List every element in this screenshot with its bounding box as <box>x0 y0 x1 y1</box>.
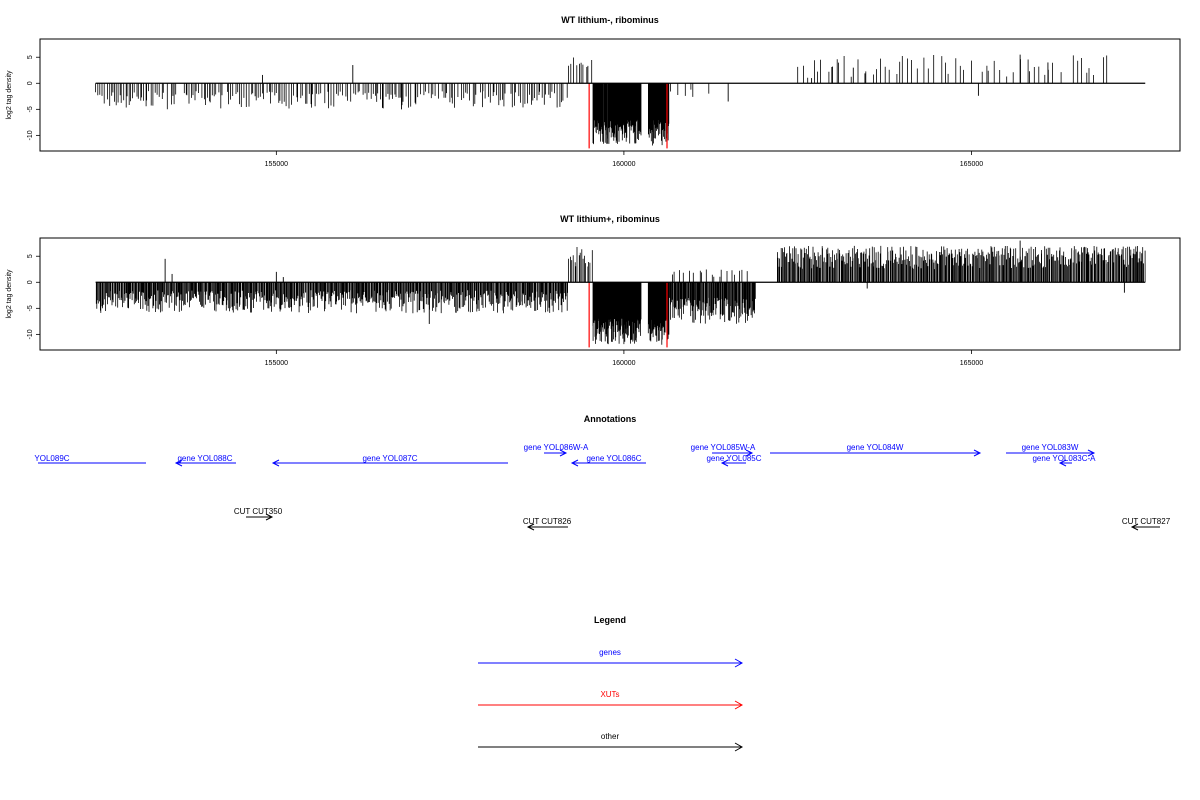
gene-feature: gene YOL087C <box>271 454 508 467</box>
x-tick-label: 155000 <box>265 161 288 168</box>
legend-label: other <box>601 732 620 741</box>
density-bars <box>95 83 568 110</box>
arrow-head-right-icon <box>734 742 744 752</box>
x-tick-label: 155000 <box>265 161 288 168</box>
gene-feature: gene YOL086W-A <box>524 443 589 457</box>
chart-title: WT lithium-, ribominus <box>561 15 659 25</box>
feature-label: CUT CUT350 <box>234 507 283 516</box>
arrow-head-right-icon <box>973 449 982 457</box>
gene-label: gene YOL086C <box>586 454 641 463</box>
arrow-head-left-icon <box>720 459 729 467</box>
arrow-head-right-icon <box>559 449 568 457</box>
gene-label: gene YOL087C <box>362 454 417 463</box>
legend: Legend genes XUTs other <box>478 615 744 752</box>
arrow-head-left-icon <box>526 523 535 531</box>
axes-group: 155000 160000 165000 5 0 -5 -10 <box>27 254 983 367</box>
gene-feature: YOL089C <box>34 454 146 464</box>
feature-label: CUT CUT826 <box>523 517 572 526</box>
arrow-head-left-icon <box>1058 459 1067 467</box>
density-bars <box>669 282 756 324</box>
gene-feature: gene YOL085C <box>706 454 762 467</box>
density-bars <box>777 245 1146 283</box>
plot-frame <box>39 38 1181 152</box>
chart-panel-lithium-plus: WT lithium+, ribominus log2 tag density … <box>6 214 1181 367</box>
gene-feature: gene YOL083C-A <box>1032 454 1096 467</box>
y-tick-label: 5 <box>27 55 34 59</box>
gene-label: YOL089C <box>34 454 69 463</box>
density-bars <box>568 247 593 283</box>
y-tick-label: -10 <box>27 329 34 339</box>
arrow-head-left-icon <box>570 459 579 467</box>
other-feature: CUT CUT826 <box>523 517 572 531</box>
bars-group <box>95 54 1146 149</box>
x-tick-label: 160000 <box>612 161 635 168</box>
gene-label: gene YOL085C <box>706 454 761 463</box>
density-bars <box>647 282 670 345</box>
arrow-head-right-icon <box>1087 449 1096 457</box>
legend-item-other: other <box>478 732 744 752</box>
y-tick-label: -10 <box>27 130 34 140</box>
arrow-head-right-icon <box>745 449 754 457</box>
x-tick-label: 165000 <box>960 161 983 168</box>
density-bars <box>592 83 642 145</box>
other-feature: CUT CUT350 <box>234 507 283 521</box>
y-tick-label: -5 <box>27 106 34 112</box>
chart-title: WT lithium+, ribominus <box>560 214 660 224</box>
annotations-title: Annotations <box>584 414 637 424</box>
legend-label: genes <box>599 648 621 657</box>
density-bars <box>592 282 642 345</box>
arrow-head-left-icon <box>271 459 280 467</box>
y-tick-label: -5 <box>27 305 34 311</box>
gene-label: gene YOL083W <box>1022 443 1079 452</box>
y-tick-label: 0 <box>27 280 34 284</box>
arrow-head-left-icon <box>1130 523 1139 531</box>
y-tick-label: 5 <box>27 254 34 258</box>
arrow-head-left-icon <box>174 459 183 467</box>
y-tick-label: 0 <box>27 81 34 85</box>
density-bars <box>648 83 670 146</box>
legend-label: XUTs <box>600 690 619 699</box>
gene-feature: gene YOL085W-A <box>691 443 756 457</box>
axes-group: 155000 160000 165000 5 0 -5 -10 <box>27 55 983 168</box>
other-feature: CUT CUT827 <box>1122 517 1171 531</box>
gene-label: gene YOL086W-A <box>524 443 589 452</box>
arrow-head-right-icon <box>734 700 744 710</box>
gene-label: gene YOL085W-A <box>691 443 756 452</box>
x-tick-label: 160000 <box>612 360 635 367</box>
legend-item-genes: genes <box>478 648 744 668</box>
legend-title: Legend <box>594 615 626 625</box>
gene-feature: gene YOL083W <box>1006 443 1096 457</box>
gene-feature: gene YOL088C <box>174 454 236 467</box>
density-bars <box>568 57 593 84</box>
y-axis-label: log2 tag density <box>6 269 13 319</box>
legend-item-xuts: XUTs <box>478 690 744 710</box>
density-bars <box>797 55 1108 84</box>
y-axis-label: log2 tag density <box>6 70 13 120</box>
density-bars <box>672 269 748 283</box>
x-tick-label: 155000 <box>265 360 288 367</box>
x-tick-label: 165000 <box>960 161 983 168</box>
gene-label: gene YOL084W <box>847 443 904 452</box>
gene-feature: gene YOL084W <box>770 443 982 457</box>
feature-label: CUT CUT827 <box>1122 517 1171 526</box>
plot-frame <box>39 237 1181 351</box>
annotations-track: Annotations YOL089C gene YOL088C gene YO… <box>34 414 1171 531</box>
gene-feature: gene YOL086C <box>570 454 646 467</box>
gene-label: gene YOL083C-A <box>1032 454 1096 463</box>
x-tick-label: 165000 <box>960 360 983 367</box>
x-tick-label: 160000 <box>612 161 635 168</box>
arrow-head-right-icon <box>265 513 274 521</box>
gene-label: gene YOL088C <box>177 454 232 463</box>
arrow-head-right-icon <box>734 658 744 668</box>
bars-group <box>95 240 1146 348</box>
chart-panel-lithium-minus: WT lithium-, ribominus log2 tag density … <box>6 15 1181 168</box>
density-bars <box>670 83 710 97</box>
density-bars <box>95 282 568 314</box>
